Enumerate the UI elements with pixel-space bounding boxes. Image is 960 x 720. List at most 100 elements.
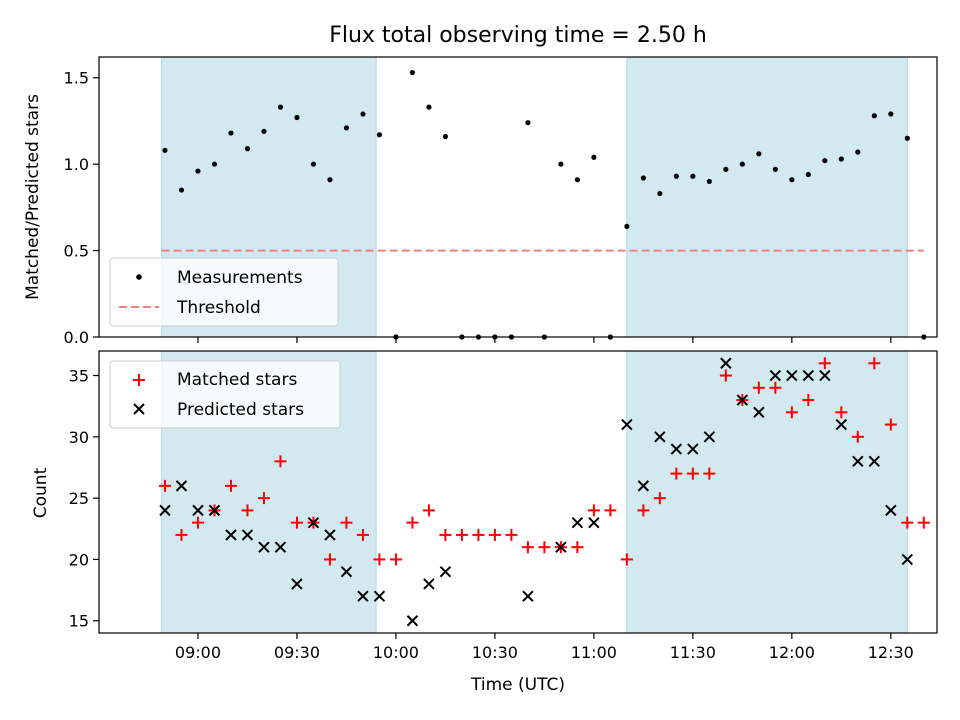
count-xtick-label: 10:00 [373,643,419,662]
predicted-star-marker [654,431,666,443]
matched-star-marker [587,504,600,517]
ratio-panel-frame [98,56,938,338]
measurement-point [525,120,531,126]
matched-star-marker [505,528,518,541]
legend-matched-label: Matched stars [177,370,297,390]
matched-star-marker [290,516,303,529]
measurement-point [195,168,201,174]
predicted-star-marker [291,578,303,590]
matched-star-marker [637,504,650,517]
predicted-star-marker [621,418,633,431]
matched-star-marker [439,528,452,541]
matched-star-marker [769,381,782,394]
predicted-star-marker [406,615,419,627]
legend-matched-marker [133,374,145,386]
measurement-points [162,69,927,340]
measurement-point [789,177,795,183]
count-xtick-label: 09:00 [175,643,221,662]
predicted-star-marker [340,565,353,578]
matched-star-marker [653,492,666,505]
matched-star-marker [686,467,699,480]
matched-star-marker [241,504,254,517]
legend-threshold-label: Threshold [176,298,261,318]
measurement-point [343,125,350,131]
matched-star-marker [356,528,369,541]
predicted-star-marker [324,529,336,541]
count-ytick-label: 20 [69,550,89,569]
predicted-star-marker [753,406,765,419]
predicted-star-marker [274,541,287,553]
predicted-star-marker [736,394,749,406]
measurement-point [277,104,284,110]
matched-star-marker [719,369,732,382]
predicted-star-marker [819,369,831,382]
measurement-point [904,135,910,141]
ratio-y-axis-label: Matched/Predicted stars [23,94,43,300]
predicted-star-marker [175,480,188,492]
predicted-star-marker [835,418,848,431]
measurement-point [360,111,366,117]
measurement-point [558,161,564,167]
matched-star-marker [158,479,171,492]
count-y-ticks: 15 20 25 30 35 [69,367,99,631]
predicted-star-marker [241,529,254,541]
ratio-ytick-label: 0.0 [64,328,89,347]
predicted-star-marker [192,504,204,517]
count-xtick-label: 12:30 [868,643,914,662]
measurement-point [162,147,168,153]
count-y-axis-label: Count [31,467,51,518]
predicted-star-marker [571,516,584,529]
ratio-ytick-label: 1.0 [64,155,89,174]
matched-star-marker [884,418,897,431]
ratio-x-ticks [197,337,892,343]
measurement-point [888,111,894,117]
measurement-point [723,166,729,172]
measurement-point [657,190,663,197]
count-points [158,357,930,627]
predicted-star-marker [802,369,815,382]
measurement-point [690,173,696,179]
measurement-point [228,130,234,136]
measurement-point [805,171,811,178]
x-axis-label: Time (UTC) [470,675,565,695]
count-x-ticks: 09:00 09:30 10:00 10:30 11:00 11:30 12:00 12:30 [175,633,914,662]
measurement-point [772,166,778,172]
matched-star-marker [389,553,402,566]
matched-star-marker [868,357,881,370]
observing-shade-bottom [161,350,908,634]
measurement-point [591,154,597,160]
matched-star-marker [802,394,815,407]
predicted-star-marker [522,590,534,602]
predicted-star-marker [687,443,699,455]
shade-interval-1 [626,56,908,338]
measurement-point [855,149,861,155]
matched-star-marker [571,541,584,554]
measurement-point [211,161,218,167]
matched-star-marker [175,528,188,541]
measurement-point [409,69,416,76]
predicted-star-marker [258,541,270,553]
ratio-legend: Measurements Threshold [109,257,339,327]
matched-star-marker [257,492,270,505]
count-xtick-label: 11:00 [571,643,617,662]
predicted-star-marker [786,369,798,382]
measurement-point [706,178,712,185]
measurement-point [822,158,828,164]
matched-star-marker [455,528,468,541]
ratio-y-ticks: 0.0 0.5 1.0 1.5 [64,69,99,347]
matched-star-marker [191,516,204,529]
predicted-star-marker [159,504,171,517]
count-panel-frame [98,350,938,634]
measurement-point [376,132,383,138]
matched-star-marker [835,406,848,419]
ratio-ytick-label: 0.5 [64,242,89,261]
measurement-point [294,114,300,121]
predicted-star-marker [868,455,881,468]
measurement-point [756,151,762,157]
count-xtick-label: 10:30 [472,643,518,662]
legend-predicted-label: Predicted stars [177,400,304,420]
predicted-star-marker [769,369,782,382]
matched-star-marker [323,553,336,566]
predicted-star-marker [637,480,650,492]
matched-star-marker [703,467,716,480]
